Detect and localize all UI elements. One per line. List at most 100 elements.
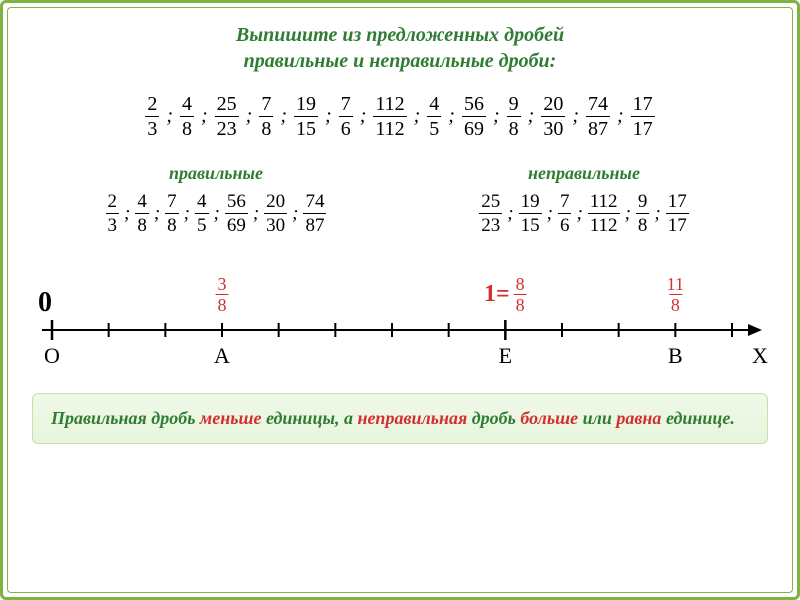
fraction: 2030 <box>541 94 565 139</box>
improper-label: неправильные <box>400 163 768 184</box>
separator: ; <box>166 105 173 128</box>
separator: ; <box>414 105 421 128</box>
numerator: 3 <box>216 275 229 294</box>
separator: ; <box>154 203 160 225</box>
denominator: 30 <box>264 213 287 235</box>
denominator: 87 <box>586 116 610 139</box>
separator: ; <box>246 105 253 128</box>
separator: ; <box>493 105 500 128</box>
separator: ; <box>654 203 660 225</box>
denominator: 23 <box>215 116 239 139</box>
proper-fractions: 23;48;78;45;5669;2030;7487 <box>32 192 400 235</box>
numerator: 4 <box>135 192 149 213</box>
category-fractions: 23;48;78;45;5669;2030;7487 2523;1915;76;… <box>32 192 768 235</box>
point-fraction-A: 38 <box>216 275 229 314</box>
proper-label: правильные <box>32 163 400 184</box>
denominator: 5 <box>195 213 209 235</box>
fraction: 2523 <box>215 94 239 139</box>
rule-part: больше <box>520 408 578 428</box>
zero-label: 0 <box>38 287 52 319</box>
numerator: 9 <box>636 192 650 213</box>
fraction: 7487 <box>303 192 326 235</box>
arrow-head <box>748 324 762 336</box>
rule-part: или <box>578 408 616 428</box>
separator: ; <box>184 203 190 225</box>
numerator: 9 <box>507 94 521 116</box>
separator: ; <box>360 105 367 128</box>
fraction: 48 <box>135 192 149 235</box>
denominator: 8 <box>514 294 527 314</box>
numerator: 7 <box>558 192 572 213</box>
numerator: 56 <box>462 94 486 116</box>
numerator: 20 <box>541 94 565 116</box>
denominator: 5 <box>427 116 441 139</box>
denominator: 8 <box>507 116 521 139</box>
denominator: 8 <box>180 116 194 139</box>
numerator: 17 <box>631 94 655 116</box>
fraction: 112112 <box>588 192 620 235</box>
separator: ; <box>625 203 631 225</box>
one-equals: 1=88 <box>484 275 527 314</box>
numerator: 17 <box>666 192 689 213</box>
number-line-area: 0 O X A38E1=88B118 <box>42 265 758 375</box>
numerator: 25 <box>215 94 239 116</box>
fraction: 98 <box>636 192 650 235</box>
fraction: 78 <box>259 94 273 139</box>
numerator: 20 <box>264 192 287 213</box>
separator: ; <box>292 203 298 225</box>
numerator: 74 <box>303 192 326 213</box>
denominator: 8 <box>636 213 650 235</box>
fraction: 5669 <box>225 192 248 235</box>
rule-part: единицы, а <box>261 408 357 428</box>
fraction: 1915 <box>519 192 542 235</box>
denominator: 23 <box>479 213 502 235</box>
fraction: 118 <box>665 275 686 314</box>
rule-part: Правильная дробь <box>51 408 200 428</box>
separator: ; <box>507 203 513 225</box>
separator: ; <box>253 203 259 225</box>
axis-X: X <box>752 343 768 369</box>
rule-part: меньше <box>200 408 262 428</box>
denominator: 6 <box>339 116 353 139</box>
number-line-svg <box>42 320 762 360</box>
denominator: 8 <box>135 213 149 235</box>
numerator: 4 <box>195 192 209 213</box>
denominator: 112 <box>588 213 620 235</box>
rule-part: дробь <box>467 408 520 428</box>
fraction: 88 <box>514 275 527 314</box>
denominator: 8 <box>259 116 273 139</box>
task-title: Выпишите из предложенных дробей правильн… <box>32 22 768 74</box>
fraction: 7487 <box>586 94 610 139</box>
numerator: 11 <box>665 275 686 294</box>
fraction: 38 <box>216 275 229 314</box>
denominator: 69 <box>225 213 248 235</box>
numerator: 4 <box>427 94 441 116</box>
denominator: 30 <box>541 116 565 139</box>
denominator: 15 <box>294 116 318 139</box>
point-label-A: A <box>214 343 230 369</box>
numerator: 112 <box>373 94 406 116</box>
numerator: 25 <box>479 192 502 213</box>
origin-O: O <box>44 343 60 369</box>
point-fraction-B: 118 <box>665 275 686 314</box>
denominator: 17 <box>666 213 689 235</box>
separator: ; <box>528 105 535 128</box>
fraction: 78 <box>165 192 179 235</box>
numerator: 2 <box>145 94 159 116</box>
denominator: 15 <box>519 213 542 235</box>
denominator: 69 <box>462 116 486 139</box>
numerator: 4 <box>180 94 194 116</box>
title-line-2: правильные и неправильные дроби: <box>244 50 557 72</box>
fraction: 23 <box>106 192 120 235</box>
numerator: 19 <box>519 192 542 213</box>
separator: ; <box>572 105 579 128</box>
fraction: 23 <box>145 94 159 139</box>
separator: ; <box>547 203 553 225</box>
fraction: 2030 <box>264 192 287 235</box>
fraction: 1915 <box>294 94 318 139</box>
separator: ; <box>448 105 455 128</box>
denominator: 8 <box>216 294 229 314</box>
numerator: 2 <box>106 192 120 213</box>
separator: ; <box>214 203 220 225</box>
fraction: 76 <box>339 94 353 139</box>
